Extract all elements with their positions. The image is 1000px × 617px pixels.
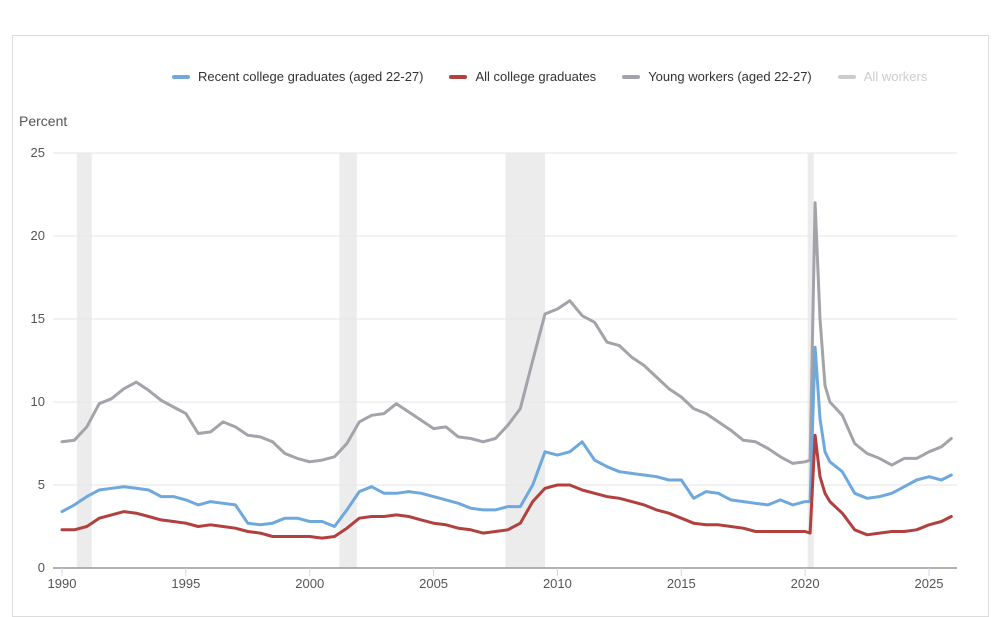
x-tick-label: 1995: [171, 576, 200, 591]
legend-swatch: [172, 74, 190, 79]
series-line-young-workers-aged-22-27: [60, 201, 953, 467]
x-tick-label: 2020: [791, 576, 820, 591]
legend-label: Recent college graduates (aged 22-27): [198, 69, 424, 84]
recession-band: [76, 153, 92, 568]
legend-label: All workers: [863, 69, 928, 84]
x-tick-label: 2015: [667, 576, 696, 591]
legend-swatch: [622, 74, 641, 79]
legend-item-all-workers[interactable]: All workers: [837, 69, 928, 84]
series-line-all-college-graduates: [60, 433, 953, 540]
y-tick-label: 20: [31, 228, 45, 243]
x-tick-label: 2000: [295, 576, 324, 591]
legend-swatch: [449, 74, 468, 79]
legend: Recent college graduates (aged 22-27) Al…: [172, 69, 927, 84]
series-line-recent-college-graduates-aged-22-27: [60, 345, 953, 528]
legend-swatch: [837, 74, 856, 79]
legend-label: All college graduates: [475, 69, 597, 84]
y-tick-label: 15: [31, 311, 45, 326]
x-tick-label: 1990: [48, 576, 77, 591]
legend-item-all-grads[interactable]: All college graduates: [449, 69, 596, 84]
recession-band: [339, 153, 357, 568]
legend-item-young-workers[interactable]: Young workers (aged 22-27): [622, 69, 812, 84]
x-tick-label: 2025: [915, 576, 944, 591]
y-tick-label: 25: [31, 145, 45, 160]
y-tick-label: 10: [31, 394, 45, 409]
y-tick-label: 0: [38, 560, 45, 575]
x-tick-label: 2005: [419, 576, 448, 591]
legend-label: Young workers (aged 22-27): [648, 69, 812, 84]
x-tick-label: 2010: [543, 576, 572, 591]
legend-item-recent-grads[interactable]: Recent college graduates (aged 22-27): [172, 69, 423, 84]
y-tick-label: 5: [38, 477, 45, 492]
y-axis-title: Percent: [19, 113, 68, 129]
